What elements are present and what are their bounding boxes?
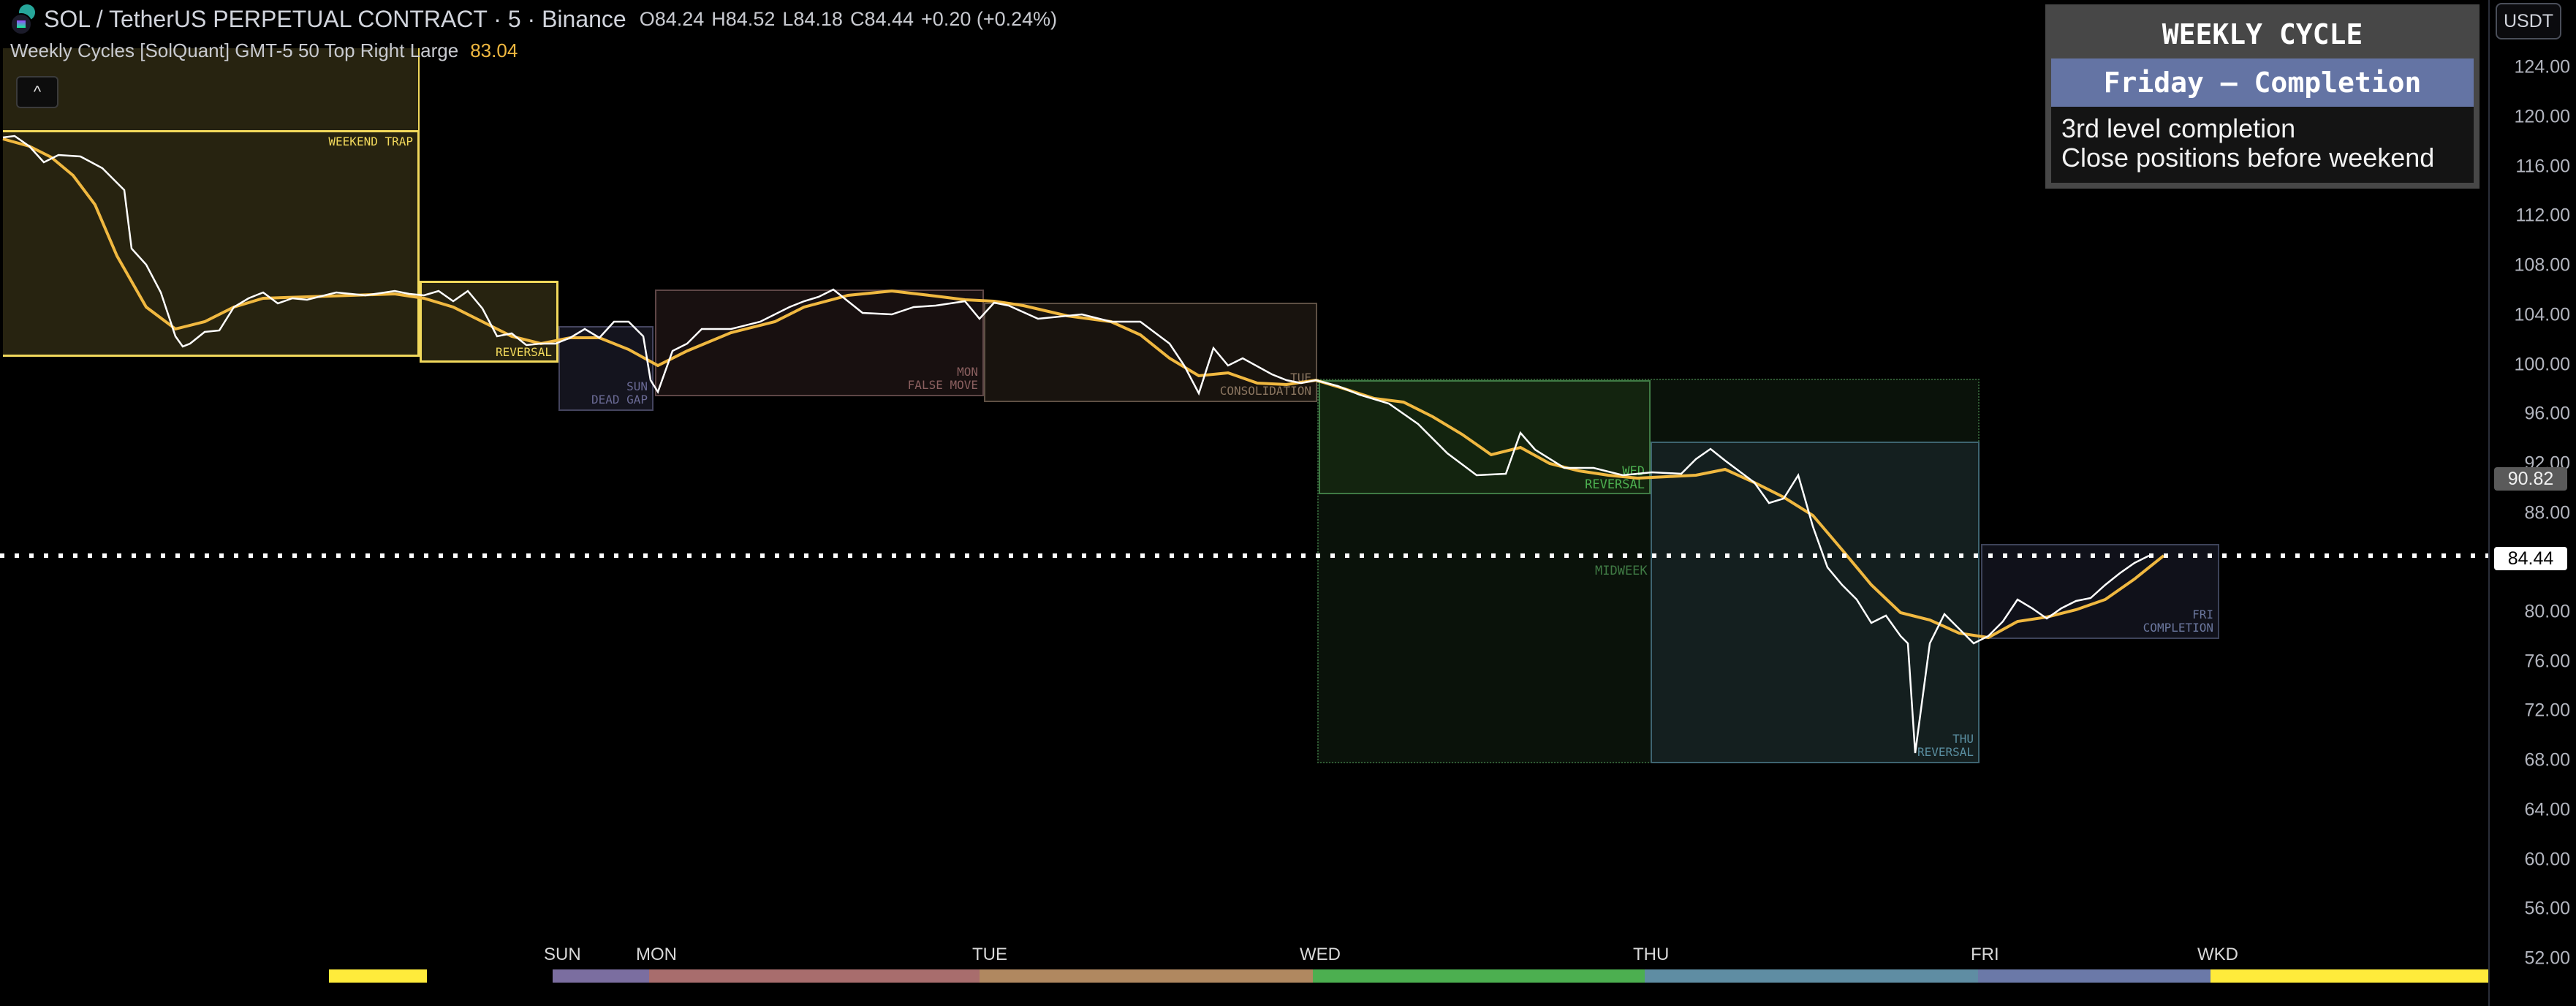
price-tick: 80.00	[2524, 601, 2570, 622]
zone-label-fri-completion: FRI COMPLETION	[2143, 608, 2213, 635]
day-label-wed: WED	[1300, 945, 1341, 964]
zone-fri-completion: FRI COMPLETION	[1981, 544, 2219, 639]
indicator-name[interactable]: Weekly Cycles [SolQuant] GMT-5 50 Top Ri…	[10, 39, 459, 61]
day-label-thu: THU	[1633, 945, 1670, 964]
currency-button[interactable]: USDT	[2496, 3, 2561, 39]
day-label-fri: FRI	[1971, 945, 1999, 964]
price-tick: 112.00	[2515, 205, 2570, 226]
price-line	[2, 135, 2150, 754]
day-bar-weekend	[329, 969, 427, 983]
marker-price-tag: 90.82	[2494, 467, 2567, 491]
price-tick: 104.00	[2514, 304, 2570, 325]
zone-thu-reversal: THU REVERSAL	[1651, 442, 1980, 763]
chart-legend: SOL / TetherUS PERPETUAL CONTRACT · 5 · …	[10, 4, 1057, 62]
price-tick: 60.00	[2524, 849, 2570, 870]
ohlc-low: L84.18	[782, 7, 843, 30]
day-bar-tue	[980, 969, 1313, 983]
zone-label-sun-dead-gap: SUN DEAD GAP	[591, 379, 648, 406]
price-plot	[0, 135, 2488, 754]
panel-line-1: 3rd level completion	[2061, 113, 2296, 143]
zone-label-mon-false-move: MON FALSE MOVE	[907, 365, 978, 392]
price-tick: 56.00	[2524, 898, 2570, 919]
price-tick: 124.00	[2514, 56, 2570, 77]
price-axis[interactable]: USDT 124.00 120.00 116.00 112.00 108.00 …	[2488, 0, 2576, 1006]
last-price-tag: 84.44	[2494, 547, 2567, 570]
symbol-icon	[10, 4, 37, 35]
ohlc-high: H84.52	[711, 7, 776, 30]
ohlc-change: +0.20 (+0.24%)	[921, 7, 1058, 30]
price-tick: 68.00	[2524, 749, 2570, 771]
price-tick: 72.00	[2524, 700, 2570, 721]
ma-line	[2, 137, 2165, 640]
weekly-cycle-panel: WEEKLY CYCLE Friday – Completion 3rd lev…	[2045, 4, 2480, 189]
day-bar-fri	[1978, 969, 2211, 983]
price-tick: 116.00	[2515, 156, 2570, 177]
panel-line-2: Close positions before weekend	[2061, 143, 2435, 173]
chart-canvas[interactable]: WEEKEND TRAP REVERSAL SUN DEAD GAP MON F…	[0, 0, 2488, 1006]
chevron-up-icon: ^	[33, 83, 42, 101]
price-tick: 64.00	[2524, 799, 2570, 820]
zone-label-sat-reversal: REVERSAL	[495, 345, 552, 359]
price-tick: 88.00	[2524, 502, 2570, 523]
panel-body: 3rd level completion Close positions bef…	[2051, 107, 2474, 183]
day-label-mon: MON	[636, 945, 677, 964]
panel-subtitle: Friday – Completion	[2051, 58, 2474, 107]
price-tick: 96.00	[2524, 403, 2570, 424]
ohlc-close: C84.44	[849, 7, 914, 30]
day-label-sun: SUN	[544, 945, 581, 964]
indicator-value: 83.04	[470, 39, 518, 61]
day-bar-sun	[553, 969, 649, 983]
collapse-legend-button[interactable]: ^	[16, 76, 58, 108]
price-tick: 76.00	[2524, 651, 2570, 672]
day-bar-wed	[1313, 969, 1645, 983]
panel-title: WEEKLY CYCLE	[2162, 18, 2363, 50]
price-tick: 52.00	[2524, 948, 2570, 969]
price-tick: 120.00	[2514, 106, 2570, 127]
zone-label-weekend-trap: WEEKEND TRAP	[328, 135, 413, 148]
day-bar-wkd	[2211, 969, 2488, 983]
zone-label-thu-reversal: THU REVERSAL	[1917, 732, 1974, 759]
price-tick: 108.00	[2514, 254, 2570, 276]
zone-weekend-trap	[3, 48, 420, 130]
price-tick: 100.00	[2514, 354, 2570, 375]
day-bar-thu	[1645, 969, 1978, 983]
symbol-title[interactable]: SOL / TetherUS PERPETUAL CONTRACT · 5 · …	[44, 5, 626, 32]
day-label-wkd: WKD	[2197, 945, 2238, 964]
day-bar-mon	[649, 969, 980, 983]
day-label-tue: TUE	[972, 945, 1007, 964]
ohlc-open: O84.24	[639, 7, 705, 30]
